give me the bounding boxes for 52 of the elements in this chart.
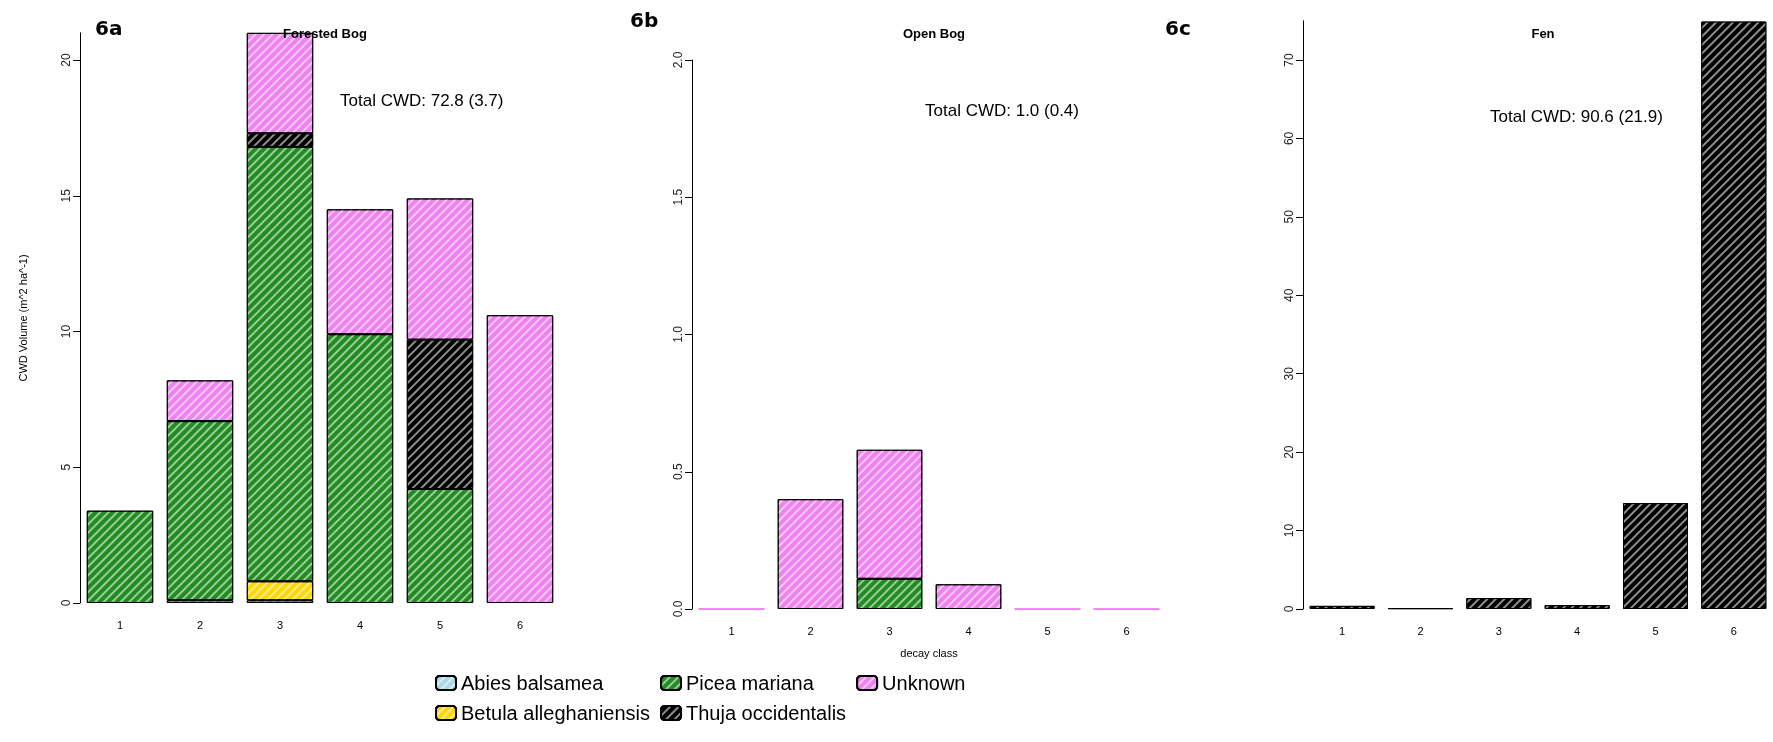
chart-title: Open Bog xyxy=(902,26,966,41)
y-tick-label: 0.5 xyxy=(671,463,685,481)
y-tick-label: 15 xyxy=(59,188,73,203)
annotation: Total CWD: 1.0 (0.4) xyxy=(925,101,1079,120)
y-tick-label: 0.0 xyxy=(671,600,685,618)
chart-title: Forested Bog xyxy=(283,26,367,41)
y-tick-label: 50 xyxy=(1282,209,1296,224)
y-tick-label: 0 xyxy=(59,599,73,607)
x-tick-label: 3 xyxy=(276,618,284,631)
y-axis-title: CWD Volume (m^2 ha^-1) xyxy=(16,254,29,382)
y-tick-label: 1.5 xyxy=(671,188,685,206)
x-tick-label: 4 xyxy=(965,624,972,637)
x-tick-label: 6 xyxy=(516,618,524,631)
annotation: Total CWD: 90.6 (21.9) xyxy=(1490,107,1663,126)
x-tick-label: 2 xyxy=(196,618,204,631)
x-tick-label: 2 xyxy=(807,624,814,637)
x-tick-label: 6 xyxy=(1123,624,1130,637)
y-tick-label: 20 xyxy=(1282,445,1296,459)
annotation: 6a xyxy=(95,16,123,40)
text: 6b xyxy=(630,8,659,32)
chart-title: Fen xyxy=(1531,26,1555,41)
y-tick-label: 10 xyxy=(59,324,73,339)
x-tick-label: 1 xyxy=(116,618,124,631)
y-tick-label: 5 xyxy=(59,463,73,471)
y-tick-label: 40 xyxy=(1282,288,1296,302)
x-tick-label: 5 xyxy=(1044,624,1051,637)
x-tick-label: 3 xyxy=(1495,624,1502,637)
y-tick-label: 2.0 xyxy=(671,51,685,69)
legend-label: Thuja occidentalis xyxy=(686,702,847,724)
y-tick-label: 1.0 xyxy=(671,325,685,343)
y-tick-label: 30 xyxy=(1282,366,1296,381)
x-tick-label: 4 xyxy=(356,618,364,631)
x-tick-label: 2 xyxy=(1417,624,1424,637)
legend-label: Betula alleghaniensis xyxy=(461,702,651,724)
x-tick-label: 1 xyxy=(728,624,735,637)
y-tick-label: 70 xyxy=(1282,53,1296,67)
legend-label: Abies balsamea xyxy=(461,672,605,694)
legend-label: Picea mariana xyxy=(686,672,815,694)
y-tick-label: 0 xyxy=(1282,605,1296,613)
y-tick-label: 10 xyxy=(1282,523,1296,538)
legend-label: Unknown xyxy=(882,672,966,694)
x-tick-label: 3 xyxy=(886,624,893,637)
x-tick-label: 5 xyxy=(1652,624,1659,637)
text: 6c xyxy=(1165,16,1191,40)
x-axis-title: decay class xyxy=(900,646,959,659)
x-tick-label: 1 xyxy=(1339,624,1346,637)
x-tick-label: 6 xyxy=(1730,624,1737,637)
y-tick-label: 60 xyxy=(1282,131,1296,146)
y-tick-label: 20 xyxy=(59,53,73,67)
x-tick-label: 4 xyxy=(1574,624,1581,637)
annotation: Total CWD: 72.8 (3.7) xyxy=(340,91,504,110)
x-tick-label: 5 xyxy=(436,618,444,631)
